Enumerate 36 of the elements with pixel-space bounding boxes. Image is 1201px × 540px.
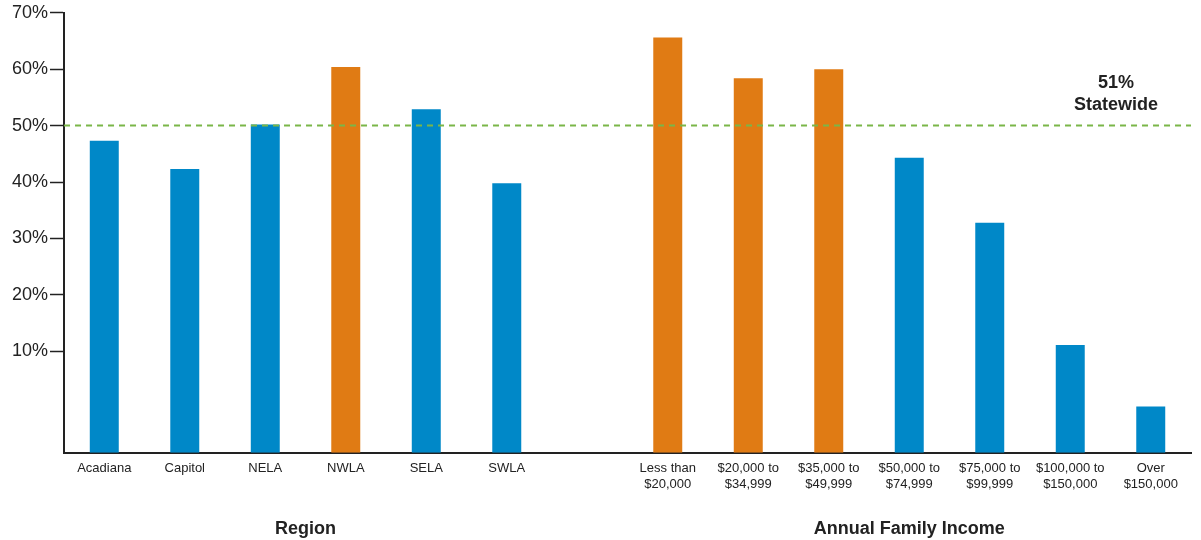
y-tick-label: 70% (12, 1, 49, 22)
x-tick-label: Less than $20,000 (639, 460, 696, 491)
bar (1136, 406, 1166, 453)
y-tick-label: 10% (12, 340, 49, 361)
bar (250, 124, 280, 453)
x-tick-label: NWLA (326, 460, 365, 476)
y-tick-label: 20% (12, 283, 49, 304)
bar (170, 169, 200, 453)
bar (89, 140, 119, 453)
x-tick-label: $35,000 to $49,999 (798, 460, 860, 491)
bar (975, 222, 1005, 453)
x-tick-label: $100,000 to $150,000 (1035, 460, 1105, 491)
y-tick-label: 50% (12, 114, 49, 135)
bar (814, 69, 844, 453)
x-tick-label: Over $150,000 (1123, 460, 1178, 491)
x-tick-label: $75,000 to $99,999 (959, 460, 1021, 491)
x-tick-label: NELA (248, 460, 283, 476)
bar (733, 78, 763, 453)
x-tick-label: SWLA (488, 460, 526, 476)
text: Region (275, 517, 337, 538)
y-tick-label: 40% (12, 171, 49, 191)
x-tick-label: $50,000 to $74,999 (878, 460, 940, 491)
x-tick-label: SELA (409, 460, 444, 476)
bar (894, 157, 924, 453)
text: Annual Family Income (813, 517, 1005, 538)
x-tick-label: Capitol (164, 460, 206, 476)
bar (331, 66, 361, 453)
x-tick-label: Acadiana (77, 460, 133, 476)
y-tick-label: 60% (12, 58, 49, 79)
bar (492, 183, 522, 453)
x-tick-label: $20,000 to $34,999 (717, 460, 779, 491)
bar (653, 37, 683, 453)
y-tick-label: 30% (12, 227, 49, 248)
ref-line-label: 51% Statewide (1073, 71, 1159, 114)
bar (411, 109, 441, 453)
bar (1055, 345, 1085, 453)
